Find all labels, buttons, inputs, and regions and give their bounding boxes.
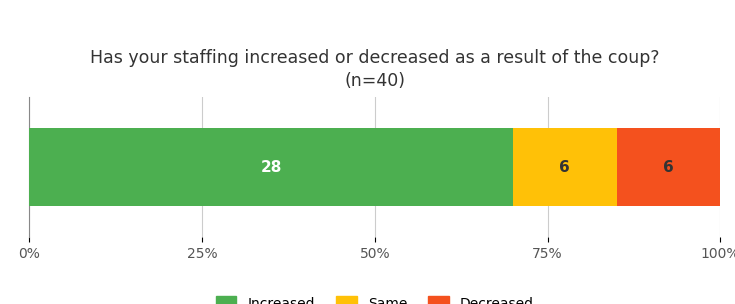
Bar [513,129,617,206]
Text: 28: 28 [260,160,282,175]
Bar [29,129,513,206]
Text: 6: 6 [559,160,570,175]
Title: Has your staffing increased or decreased as a result of the coup?
(n=40): Has your staffing increased or decreased… [90,49,659,90]
Text: 6: 6 [663,160,674,175]
Legend: Increased, Same, Decreased: Increased, Same, Decreased [215,296,534,304]
Bar [617,129,720,206]
